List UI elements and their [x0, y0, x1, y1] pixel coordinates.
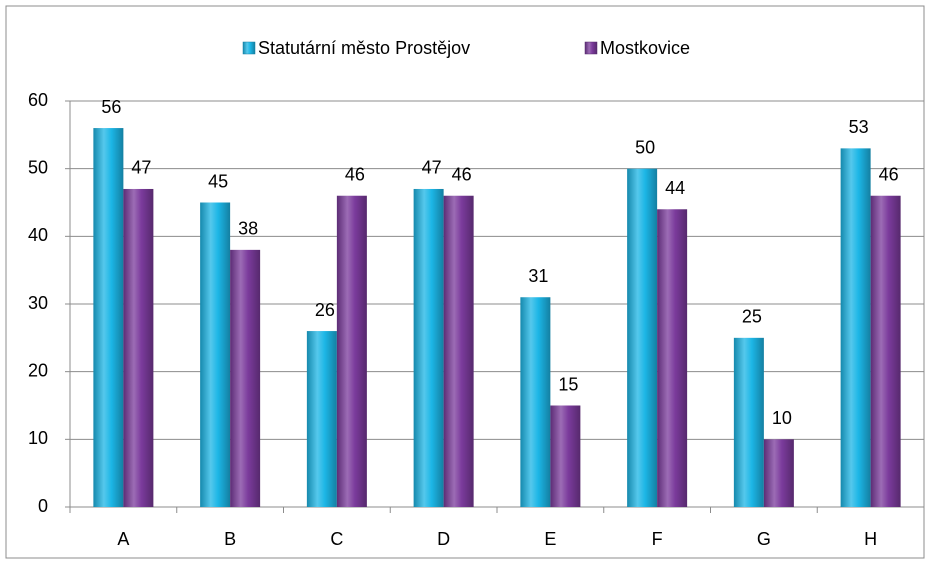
y-tick-label: 30: [28, 293, 48, 313]
bar: [413, 188, 444, 507]
y-tick-label: 10: [28, 428, 48, 448]
bar: [870, 195, 901, 507]
bar: [520, 297, 551, 507]
bar: [443, 195, 474, 507]
bar: [763, 439, 794, 507]
x-tick-label: G: [757, 529, 771, 549]
data-label: 53: [849, 117, 869, 137]
y-tick-label: 20: [28, 360, 48, 380]
x-tick-label: D: [437, 529, 450, 549]
x-tick-label: H: [864, 529, 877, 549]
data-label: 26: [315, 300, 335, 320]
data-label: 46: [879, 164, 899, 184]
bar: [733, 337, 764, 507]
bar: [840, 148, 871, 507]
data-label: 38: [238, 219, 258, 239]
data-label: 50: [635, 137, 655, 157]
y-tick-label: 60: [28, 90, 48, 110]
data-label: 25: [742, 307, 762, 327]
data-label: 31: [528, 266, 548, 286]
data-label: 10: [772, 408, 792, 428]
legend-label: Mostkovice: [600, 38, 690, 58]
data-label: 44: [665, 178, 685, 198]
y-tick-label: 50: [28, 157, 48, 177]
legend-swatch: [584, 41, 598, 55]
data-label: 15: [558, 374, 578, 394]
x-tick-label: B: [224, 529, 236, 549]
data-label: 47: [422, 158, 442, 178]
bar: [306, 331, 337, 507]
bar: [627, 168, 658, 507]
data-label: 45: [208, 171, 228, 191]
bar: [657, 209, 688, 507]
bar: [200, 202, 231, 507]
data-label: 56: [101, 97, 121, 117]
x-tick-label: C: [330, 529, 343, 549]
bar: [336, 195, 367, 507]
bar: [230, 249, 261, 507]
y-tick-label: 0: [38, 496, 48, 516]
legend-label: Statutární město Prostějov: [258, 38, 470, 58]
y-tick-label: 40: [28, 225, 48, 245]
data-label: 47: [131, 158, 151, 178]
x-tick-label: E: [544, 529, 556, 549]
data-label: 46: [345, 164, 365, 184]
bar: [550, 405, 581, 507]
bar: [93, 128, 124, 508]
x-tick-label: A: [117, 529, 129, 549]
bar: [123, 188, 154, 507]
legend-swatch: [242, 41, 256, 55]
x-tick-label: F: [652, 529, 663, 549]
data-label: 46: [452, 164, 472, 184]
